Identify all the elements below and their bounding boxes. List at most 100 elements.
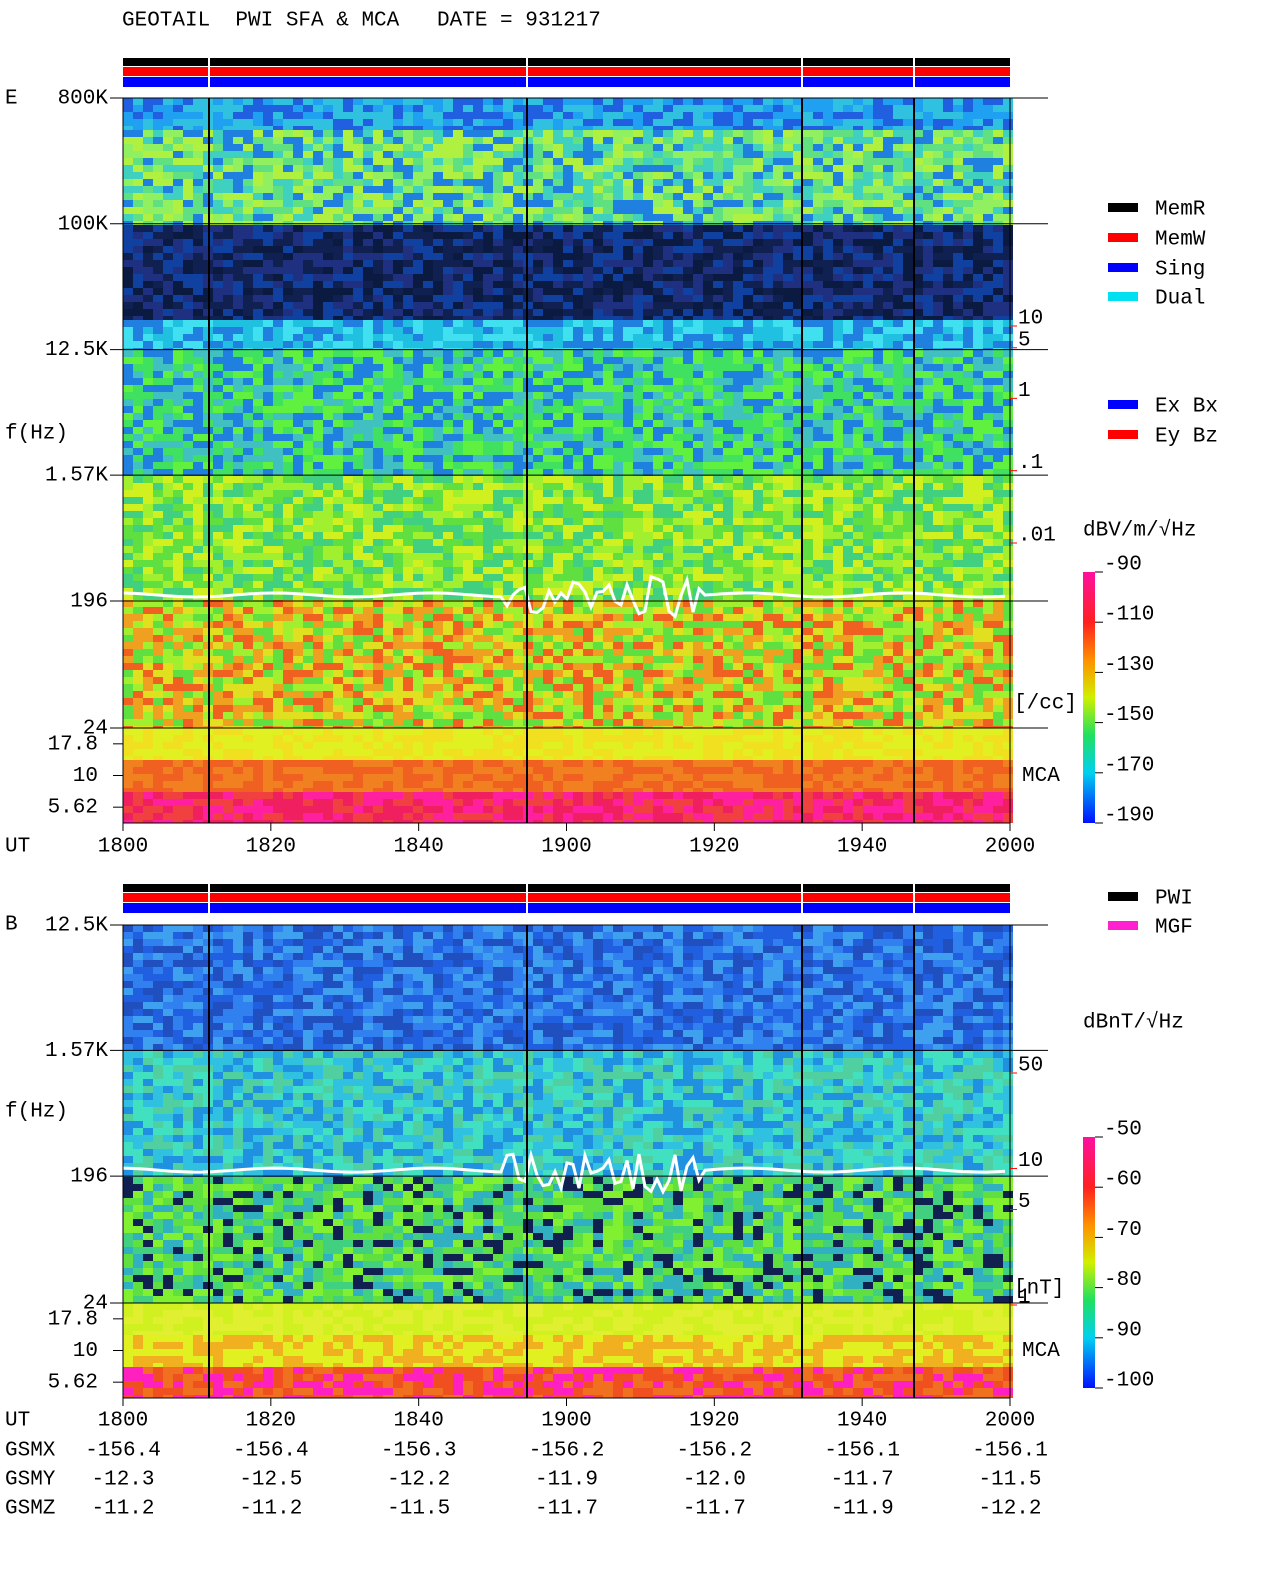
spectrogram-cell	[663, 165, 673, 172]
spectrogram-cell	[313, 334, 323, 341]
spectrogram-cell	[943, 341, 953, 348]
spectrogram-cell	[673, 378, 683, 385]
spectrogram-cell	[193, 334, 203, 341]
spectrogram-cell	[863, 179, 873, 186]
spectrogram-cell	[233, 316, 243, 320]
spectrogram-cell	[313, 302, 323, 309]
spectrogram-cell	[283, 144, 293, 151]
spectrogram-cell	[303, 274, 313, 281]
spectrogram-cell	[763, 350, 773, 357]
spectrogram-cell	[303, 462, 313, 469]
spectrogram-cell	[903, 274, 913, 281]
spectrogram-cell	[823, 172, 833, 179]
spectrogram-cell	[423, 207, 433, 214]
spectrogram-cell	[913, 434, 923, 441]
spectrogram-cell	[353, 232, 363, 239]
spectrogram-cell	[913, 179, 923, 186]
spectrogram-cell	[993, 406, 1003, 413]
spectrogram-cell	[933, 348, 943, 350]
spectrogram-cell	[693, 98, 703, 105]
spectrogram-cell	[193, 105, 203, 112]
spectrogram-cell	[443, 371, 453, 378]
spectrogram-cell	[843, 165, 853, 172]
spectrogram-cell	[983, 462, 993, 469]
spectrogram-cell	[983, 112, 993, 119]
spectrogram-cell	[983, 221, 993, 225]
spectrogram-cell	[653, 327, 663, 334]
spectrogram-cell	[323, 207, 333, 214]
spectrogram-cell	[623, 441, 633, 448]
spectrogram-cell	[603, 267, 613, 274]
spectrogram-cell	[793, 158, 803, 165]
spectrogram-cell	[583, 144, 593, 151]
spectrogram-cell	[343, 214, 353, 221]
spectrogram-cell	[223, 126, 233, 130]
spectrogram-cell	[403, 119, 413, 126]
spectrogram-cell	[393, 309, 403, 316]
spectrogram-cell	[173, 267, 183, 274]
spectrogram-cell	[843, 137, 853, 144]
spectrogram-cell	[373, 165, 383, 172]
spectrogram-cell	[733, 179, 743, 186]
spectrogram-cell	[193, 469, 203, 476]
spectrogram-cell	[463, 158, 473, 165]
spectrogram-cell	[353, 151, 363, 158]
spectrogram-cell	[893, 462, 903, 469]
spectrogram-cell	[303, 119, 313, 126]
spectrogram-cell	[983, 469, 993, 476]
spectrogram-cell	[603, 274, 613, 281]
spectrogram-cell	[583, 399, 593, 406]
spectrogram-cell	[923, 214, 933, 221]
spectrogram-cell	[793, 105, 803, 112]
spectrogram-cell	[783, 200, 793, 207]
spectrogram-cell	[623, 350, 633, 357]
spectrogram-cell	[723, 151, 733, 158]
spectrogram-cell	[583, 350, 593, 357]
spectrogram-cell	[703, 112, 713, 119]
spectrogram-cell	[233, 427, 243, 434]
spectrogram-cell	[453, 378, 463, 385]
spectrogram-cell	[813, 427, 823, 434]
spectrogram-cell	[923, 341, 933, 348]
spectrogram-cell	[273, 130, 283, 137]
spectrogram-cell	[443, 320, 453, 327]
spectrogram-cell	[493, 448, 503, 455]
spectrogram-cell	[303, 420, 313, 427]
spectrogram-cell	[823, 427, 833, 434]
spectrogram-cell	[983, 295, 993, 302]
spectrogram-cell	[353, 378, 363, 385]
spectrogram-cell	[783, 172, 793, 179]
spectrogram-cell	[923, 441, 933, 448]
spectrogram-cell	[543, 214, 553, 221]
spectrogram-cell	[163, 267, 173, 274]
spectrogram-cell	[913, 207, 923, 214]
spectrogram-cell	[273, 151, 283, 158]
spectrogram-cell	[883, 274, 893, 281]
spectrogram-cell	[313, 295, 323, 302]
spectrogram-cell	[133, 357, 143, 364]
spectrogram-cell	[993, 225, 1003, 232]
spectrogram-cell	[973, 385, 983, 392]
spectrogram-cell	[933, 434, 943, 441]
spectrogram-cell	[543, 320, 553, 327]
spectrogram-cell	[263, 469, 273, 476]
spectrogram-cell	[373, 137, 383, 144]
spectrogram-cell	[393, 357, 403, 364]
spectrogram-cell	[953, 130, 963, 137]
spectrogram-cell	[603, 221, 613, 225]
spectrogram-cell	[403, 260, 413, 267]
spectrogram-cell	[963, 371, 973, 378]
spectrogram-cell	[323, 378, 333, 385]
spectrogram-cell	[143, 385, 153, 392]
spectrogram-cell	[483, 186, 493, 193]
spectrogram-cell	[663, 260, 673, 267]
spectrogram-cell	[793, 399, 803, 406]
spectrogram-cell	[733, 165, 743, 172]
spectrogram-cell	[163, 469, 173, 476]
spectrogram-cell	[783, 334, 793, 341]
spectrogram-cell	[193, 253, 203, 260]
spectrogram-cell	[153, 420, 163, 427]
spectrogram-cell	[223, 413, 233, 420]
spectrogram-cell	[763, 378, 773, 385]
spectrogram-cell	[703, 165, 713, 172]
